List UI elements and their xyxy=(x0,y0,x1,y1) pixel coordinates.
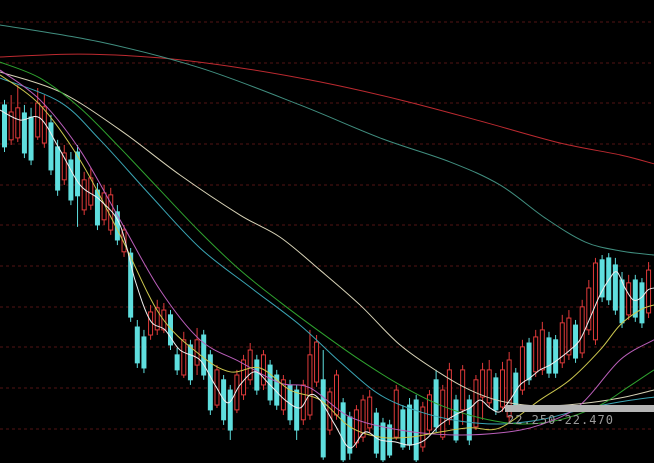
ma-20-magenta xyxy=(0,69,654,436)
ma-10-yellow xyxy=(0,74,654,439)
ma-slowest-red xyxy=(0,53,654,165)
ma-slow-teal xyxy=(0,24,654,256)
ma-fast-white xyxy=(0,109,654,449)
price-range-label: 22.250-22.470 xyxy=(507,413,614,427)
ma-30-green xyxy=(0,61,654,425)
ma-60-cyan xyxy=(0,77,654,425)
price-range-highlight-bar xyxy=(505,405,654,412)
